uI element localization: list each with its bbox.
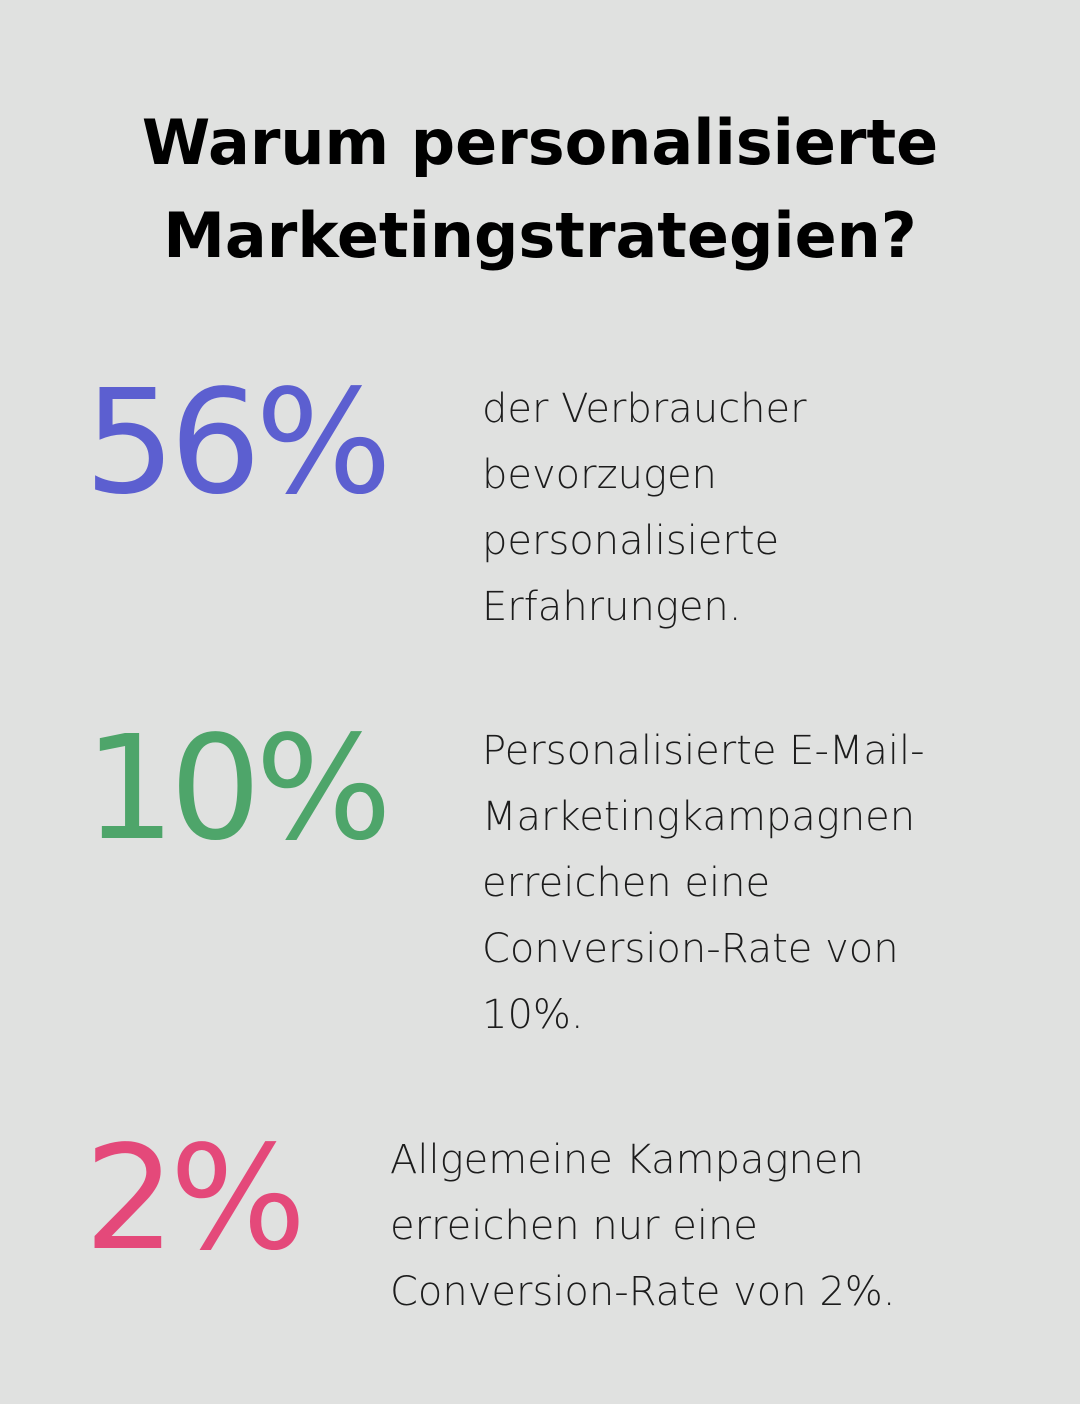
stat-description-3-line: Conversion-Rate von 2%. — [390, 1269, 896, 1315]
stat-description-3-line: erreichen nur eine — [390, 1203, 758, 1249]
stat-value-1: 56% — [84, 358, 392, 526]
stat-description-2-line: Conversion-Rate von — [482, 926, 899, 972]
stat-description-3: Allgemeine Kampagnen erreichen nur eine … — [390, 1127, 990, 1325]
stat-description-1-line: der Verbraucher — [482, 386, 807, 432]
stat-value-3: 2% — [84, 1114, 306, 1282]
stat-description-1-line: Erfahrungen. — [482, 584, 742, 630]
page-title: Warum personalisierte Marketingstrategie… — [0, 96, 1080, 282]
title-line-1: Warum personalisierte — [141, 106, 939, 179]
stat-description-1-line: personalisierte — [482, 518, 780, 564]
stat-description-2-line: Marketingkampagnen — [482, 794, 916, 840]
stat-description-2-line: erreichen eine — [482, 860, 771, 906]
stat-description-2: Personalisierte E-Mail- Marketingkampagn… — [482, 718, 1042, 1048]
stat-description-1: der Verbraucher bevorzugen personalisier… — [482, 376, 1042, 640]
stat-description-1-line: bevorzugen — [482, 452, 717, 498]
stat-description-2-line: Personalisierte E-Mail- — [482, 728, 925, 774]
stat-description-2-line: 10%. — [482, 992, 584, 1038]
stat-value-2: 10% — [84, 704, 392, 872]
title-line-2: Marketingstrategien? — [163, 199, 917, 272]
stat-description-3-line: Allgemeine Kampagnen — [390, 1137, 864, 1183]
